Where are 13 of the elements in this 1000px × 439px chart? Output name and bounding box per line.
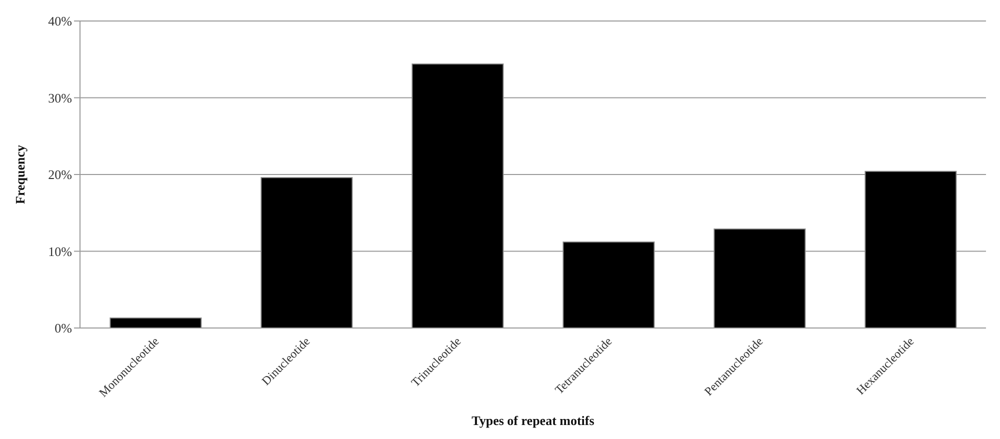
bar	[864, 170, 957, 328]
bar	[260, 177, 353, 328]
x-axis-title: Types of repeat motifs	[472, 413, 594, 428]
y-axis-title: Frequency	[12, 144, 28, 204]
y-tick-label: 10%	[48, 244, 72, 259]
y-tick-label: 40%	[48, 14, 72, 29]
bar	[412, 63, 504, 328]
bar	[110, 318, 202, 328]
y-tick-label: 0%	[54, 320, 72, 336]
y-tick-label: 30%	[48, 90, 72, 106]
y-tick-label: 20%	[48, 167, 72, 182]
bar	[562, 242, 655, 328]
bar	[714, 228, 806, 328]
